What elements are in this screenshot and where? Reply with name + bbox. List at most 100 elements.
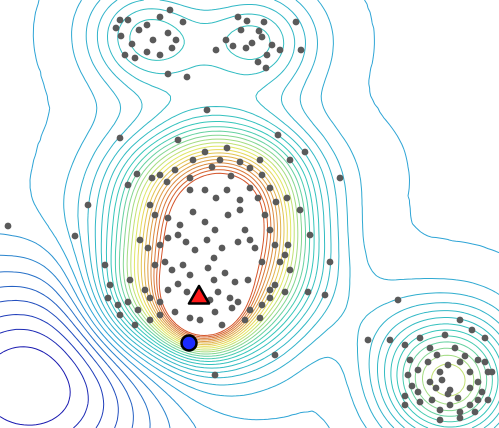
data-point-8	[164, 29, 172, 37]
data-point-47	[227, 172, 235, 180]
data-point-107	[126, 276, 134, 284]
data-point-56	[124, 181, 132, 189]
data-point-165	[456, 316, 464, 324]
data-point-192	[401, 401, 409, 409]
contour-line-8	[29, 0, 499, 428]
data-point-16	[172, 36, 180, 44]
data-point-152	[71, 232, 79, 240]
data-point-115	[210, 276, 218, 284]
data-point-139	[131, 321, 139, 329]
data-point-40	[174, 136, 182, 144]
contour-line-7	[0, 233, 197, 428]
data-point-159	[364, 336, 372, 344]
data-point-7	[156, 13, 164, 21]
data-point-153	[84, 201, 92, 209]
data-point-4	[135, 26, 143, 34]
data-point-175	[456, 358, 464, 366]
data-point-136	[258, 301, 266, 309]
data-point-68	[266, 184, 274, 192]
data-point-174	[451, 344, 459, 352]
contour-line-11	[87, 0, 499, 428]
data-point-10	[179, 18, 187, 26]
contour-line-12	[94, 0, 499, 428]
data-point-109	[151, 261, 159, 269]
data-point-80	[211, 226, 219, 234]
data-point-15	[166, 6, 174, 14]
data-point-160	[386, 336, 394, 344]
data-point-140	[146, 316, 154, 324]
data-point-162	[416, 334, 424, 342]
data-point-82	[236, 206, 244, 214]
data-point-179	[481, 358, 489, 366]
data-point-122	[104, 294, 112, 302]
data-point-34	[297, 46, 305, 54]
data-point-141	[156, 311, 164, 319]
data-point-197	[456, 408, 464, 416]
data-point-71	[296, 206, 304, 214]
data-point-86	[266, 226, 274, 234]
data-point-149	[256, 314, 264, 322]
data-point-3	[128, 40, 136, 48]
data-point-79	[201, 218, 209, 226]
data-point-90	[136, 236, 144, 244]
data-point-185	[432, 384, 440, 392]
contour-line-19	[126, 138, 475, 405]
data-point-204	[456, 414, 464, 422]
data-point-23	[248, 39, 256, 47]
data-point-35	[276, 46, 284, 54]
data-point-2	[124, 16, 132, 24]
data-point-69	[272, 198, 280, 206]
data-point-18	[212, 46, 220, 54]
data-point-132	[214, 288, 222, 296]
data-point-0	[112, 24, 120, 32]
data-point-51	[256, 156, 264, 164]
data-point-61	[186, 186, 194, 194]
contour-line-10	[77, 0, 499, 428]
data-point-150	[271, 351, 279, 359]
data-point-22	[243, 17, 251, 25]
data-point-59	[156, 171, 164, 179]
data-point-87	[271, 241, 279, 249]
data-point-176	[461, 352, 469, 360]
data-point-17	[116, 16, 124, 24]
data-point-77	[176, 221, 184, 229]
data-point-161	[401, 341, 409, 349]
data-point-108	[141, 286, 149, 294]
data-point-83	[241, 226, 249, 234]
data-point-202	[471, 408, 479, 416]
data-point-201	[444, 390, 452, 398]
data-point-98	[210, 254, 218, 262]
data-point-48	[236, 158, 244, 166]
data-point-148	[241, 316, 249, 324]
data-point-53	[301, 148, 309, 156]
data-point-60	[163, 178, 171, 186]
data-point-189	[466, 384, 474, 392]
contour-line-18	[122, 134, 482, 412]
data-point-54	[274, 131, 282, 139]
contour-line-6	[0, 254, 171, 428]
data-point-111	[168, 266, 176, 274]
data-point-33	[292, 18, 300, 26]
contour-line-13	[100, 8, 499, 428]
data-point-94	[174, 231, 182, 239]
data-point-168	[406, 356, 414, 364]
data-point-196	[446, 401, 454, 409]
data-point-129	[174, 280, 182, 288]
contour-line-0	[0, 346, 71, 426]
data-point-89	[284, 241, 292, 249]
data-point-41	[171, 166, 179, 174]
data-point-29	[242, 44, 250, 52]
triangle-marker	[187, 284, 211, 305]
data-point-135	[246, 306, 254, 314]
data-point-13	[131, 54, 139, 62]
data-point-73	[336, 174, 344, 182]
data-point-193	[416, 398, 424, 406]
data-point-127	[156, 298, 164, 306]
contour-line-4	[0, 285, 134, 428]
data-point-72	[306, 231, 314, 239]
data-point-96	[191, 246, 199, 254]
data-point-203	[488, 368, 496, 376]
data-point-182	[408, 382, 416, 390]
contour-line-3	[0, 299, 119, 428]
